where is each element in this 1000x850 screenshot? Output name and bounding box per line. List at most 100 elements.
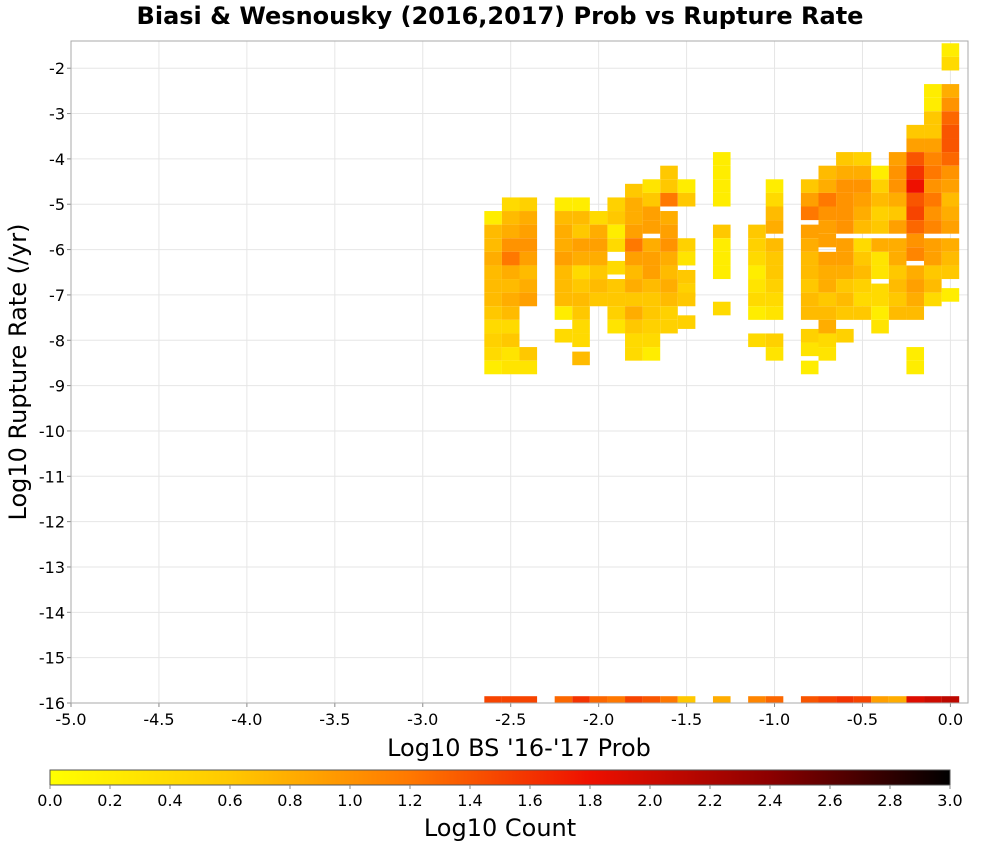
heatmap-cell: [660, 179, 678, 193]
heatmap-cell: [800, 696, 819, 703]
heatmap-cell: [818, 292, 837, 307]
heatmap-cell: [941, 152, 960, 166]
heatmap-cell: [871, 319, 889, 334]
heatmap-cell: [712, 165, 731, 180]
heatmap-cell: [888, 292, 907, 307]
heatmap-cell: [501, 251, 520, 266]
heatmap-cell: [853, 192, 872, 207]
heatmap-cell: [871, 696, 889, 703]
heatmap-cell: [888, 279, 907, 293]
heatmap-cell: [712, 696, 731, 703]
y-tick-label: -11: [39, 467, 65, 486]
heatmap-cell: [712, 265, 731, 280]
heatmap-cell: [888, 306, 907, 320]
heatmap-cell: [836, 279, 854, 293]
heatmap-cell: [906, 696, 925, 703]
heatmap-cell: [871, 292, 889, 307]
heatmap-cell: [836, 265, 854, 280]
heatmap-cell: [765, 279, 784, 293]
heatmap-cells: [484, 43, 960, 703]
heatmap-cell: [484, 696, 502, 703]
heatmap-cell: [572, 306, 590, 320]
heatmap-cell: [748, 238, 766, 252]
heatmap-cell: [607, 260, 626, 275]
heatmap-cell: [589, 211, 608, 225]
heatmap-cell: [484, 279, 502, 293]
heatmap-cell: [924, 192, 942, 207]
heatmap-cell: [800, 279, 819, 293]
heatmap-cell: [941, 192, 960, 207]
heatmap-cell: [554, 328, 573, 343]
y-tick-label: -4: [49, 150, 65, 169]
heatmap-cell: [818, 233, 837, 248]
x-tick-label: -5.0: [55, 710, 86, 729]
heatmap-cell: [501, 211, 520, 225]
heatmap-cell: [677, 696, 696, 703]
heatmap-cell: [625, 319, 643, 334]
heatmap-cell: [501, 265, 520, 280]
heatmap-cell: [589, 265, 608, 280]
heatmap-cell: [642, 251, 661, 266]
heatmap-cell: [607, 696, 626, 703]
heatmap-cell: [554, 211, 573, 225]
heatmap-cell: [625, 224, 643, 239]
heatmap-cell: [677, 179, 696, 193]
heatmap-cell: [625, 279, 643, 293]
heatmap-cell: [941, 124, 960, 139]
colorbar-tick-label: 1.2: [397, 791, 422, 810]
heatmap-cell: [924, 97, 942, 112]
y-tick-label: -6: [49, 241, 65, 260]
heatmap-cell: [712, 224, 731, 239]
heatmap-cell: [818, 696, 837, 703]
heatmap-cell: [906, 360, 925, 375]
heatmap-cell: [748, 292, 766, 307]
heatmap-cell: [748, 333, 766, 348]
y-tick-label: -13: [39, 558, 65, 577]
heatmap-cell: [484, 319, 502, 334]
heatmap-cell: [501, 238, 520, 252]
heatmap-cell: [924, 138, 942, 153]
y-tick-label: -7: [49, 286, 65, 305]
heatmap-cell: [484, 360, 502, 375]
heatmap-cell: [642, 333, 661, 348]
heatmap-cell: [800, 328, 819, 343]
heatmap-cell: [800, 360, 819, 375]
heatmap-cell: [924, 279, 942, 293]
heatmap-cell: [906, 265, 925, 280]
heatmap-cell: [501, 696, 520, 703]
heatmap-cell: [519, 265, 538, 280]
heatmap-cell: [501, 319, 520, 334]
heatmap-cell: [941, 179, 960, 193]
heatmap-cell: [888, 206, 907, 221]
heatmap-cell: [871, 179, 889, 193]
heatmap-cell: [660, 319, 678, 334]
heatmap-cell: [871, 165, 889, 180]
heatmap-cell: [853, 220, 872, 234]
heatmap-cell: [765, 292, 784, 307]
heatmap-cell: [818, 279, 837, 293]
heatmap-cell: [625, 333, 643, 348]
heatmap-cell: [519, 197, 538, 212]
heatmap-cell: [906, 179, 925, 193]
y-tick-label: -16: [39, 694, 65, 713]
x-tick-label: -2.0: [583, 710, 614, 729]
heatmap-cell: [625, 265, 643, 280]
heatmap-cell: [607, 279, 626, 293]
heatmap-cell: [836, 328, 854, 343]
heatmap-cell: [712, 301, 731, 316]
heatmap-cell: [924, 696, 942, 703]
heatmap-cell: [836, 165, 854, 180]
heatmap-cell: [554, 306, 573, 320]
heatmap-cell: [941, 206, 960, 221]
heatmap-cell: [941, 288, 960, 302]
heatmap-cell: [712, 192, 731, 207]
heatmap-cell: [501, 292, 520, 307]
heatmap-cell: [800, 265, 819, 280]
heatmap-cell: [572, 251, 590, 266]
heatmap-cell: [765, 333, 784, 348]
heatmap-cell: [800, 179, 819, 193]
heatmap-cell: [642, 179, 661, 193]
heatmap-cell: [519, 279, 538, 293]
heatmap-cell: [765, 206, 784, 221]
heatmap-cell: [660, 165, 678, 180]
